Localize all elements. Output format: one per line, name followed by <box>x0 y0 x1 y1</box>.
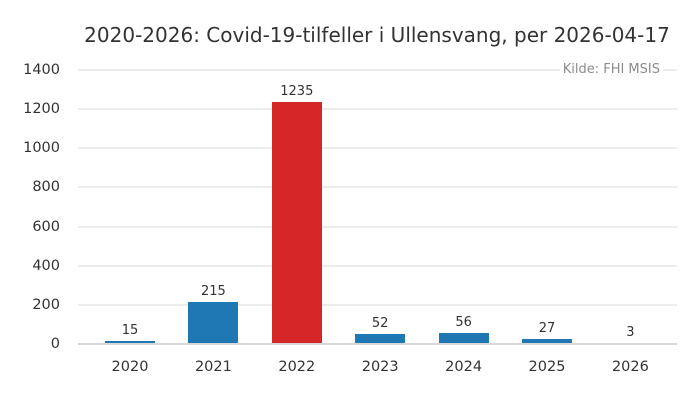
gridline-600 <box>78 225 677 228</box>
x-tick-label-2021: 2021 <box>194 359 232 375</box>
bar-2025 <box>522 338 572 344</box>
source-annotation: Kilde: FHI MSIS <box>559 61 663 78</box>
bar-2022 <box>271 102 322 344</box>
x-tick-label-2026: 2026 <box>611 359 649 375</box>
y-tick-label-200: 200 <box>32 296 60 313</box>
y-tick-label-1000: 1000 <box>23 140 60 157</box>
y-tick-label-600: 600 <box>32 218 60 235</box>
x-tick-label-2025: 2025 <box>528 359 566 375</box>
chart-title: 2020-2026: Covid-19-tilfeller i Ullensva… <box>84 23 670 47</box>
x-tick-label-2023: 2023 <box>361 359 399 375</box>
bar-value-label-2021: 215 <box>200 283 226 299</box>
y-tick-label-800: 800 <box>32 179 60 196</box>
gridline-400 <box>78 264 677 267</box>
y-tick-label-0: 0 <box>50 336 60 352</box>
bar-2020 <box>105 341 155 344</box>
y-tick-label-400: 400 <box>32 257 60 274</box>
bar-2024 <box>438 333 489 344</box>
bar-value-label-2023: 52 <box>371 315 389 331</box>
x-tick-label-2020: 2020 <box>111 359 149 375</box>
gridline-1200 <box>78 108 677 111</box>
gridline-800 <box>78 186 677 189</box>
y-tick-label-1200: 1200 <box>23 101 60 118</box>
bar-value-label-2026: 3 <box>626 325 635 341</box>
gridline-1400 <box>78 69 677 71</box>
gridline-200 <box>78 303 677 306</box>
bar-value-label-2025: 27 <box>538 320 556 336</box>
y-tick-label-1400: 1400 <box>23 62 60 78</box>
gridline-1000 <box>78 147 677 150</box>
gridline-0 <box>78 343 677 345</box>
bar-2023 <box>355 333 406 344</box>
bar-2021 <box>188 301 239 344</box>
x-tick-label-2022: 2022 <box>278 359 316 375</box>
bar-value-label-2020: 15 <box>121 323 139 339</box>
bar-value-label-2022: 1235 <box>280 84 314 100</box>
x-tick-label-2024: 2024 <box>445 359 483 375</box>
bar-value-label-2024: 56 <box>455 315 472 331</box>
